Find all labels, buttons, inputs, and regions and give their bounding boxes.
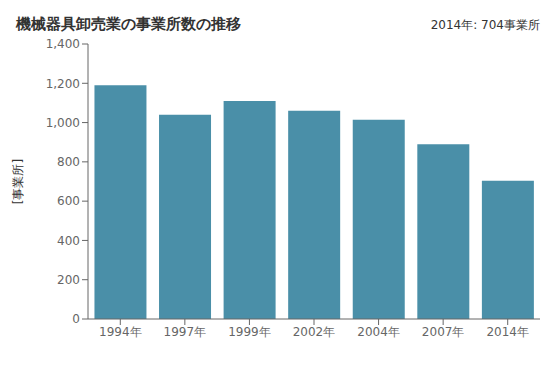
html-text:機械器具卸売業の事業所数の推移: 機械器具卸売業の事業所数の推移 (16, 15, 241, 33)
svg-text:2007年: 2007年 (422, 325, 465, 339)
svg-text:2014年: 2014年 (486, 325, 529, 339)
svg-text:600: 600 (57, 194, 80, 208)
svg-text:1999年: 1999年 (228, 325, 271, 339)
svg-text:1994年: 1994年 (99, 325, 142, 339)
html-text:2014年: 704事業所: 2014年: 704事業所 (430, 18, 540, 32)
svg-text:200: 200 (57, 273, 80, 287)
svg-text:1,200: 1,200 (46, 77, 80, 91)
svg-text:2004年: 2004年 (357, 325, 400, 339)
svg-text:[事業所]: [事業所] (11, 159, 25, 204)
svg-text:800: 800 (57, 155, 80, 169)
svg-text:1,400: 1,400 (46, 37, 80, 51)
svg-text:1,000: 1,000 (46, 116, 80, 130)
svg-text:2002年: 2002年 (293, 325, 336, 339)
svg-text:0: 0 (72, 312, 80, 326)
svg-text:1997年: 1997年 (164, 325, 207, 339)
svg-text:400: 400 (57, 234, 80, 248)
